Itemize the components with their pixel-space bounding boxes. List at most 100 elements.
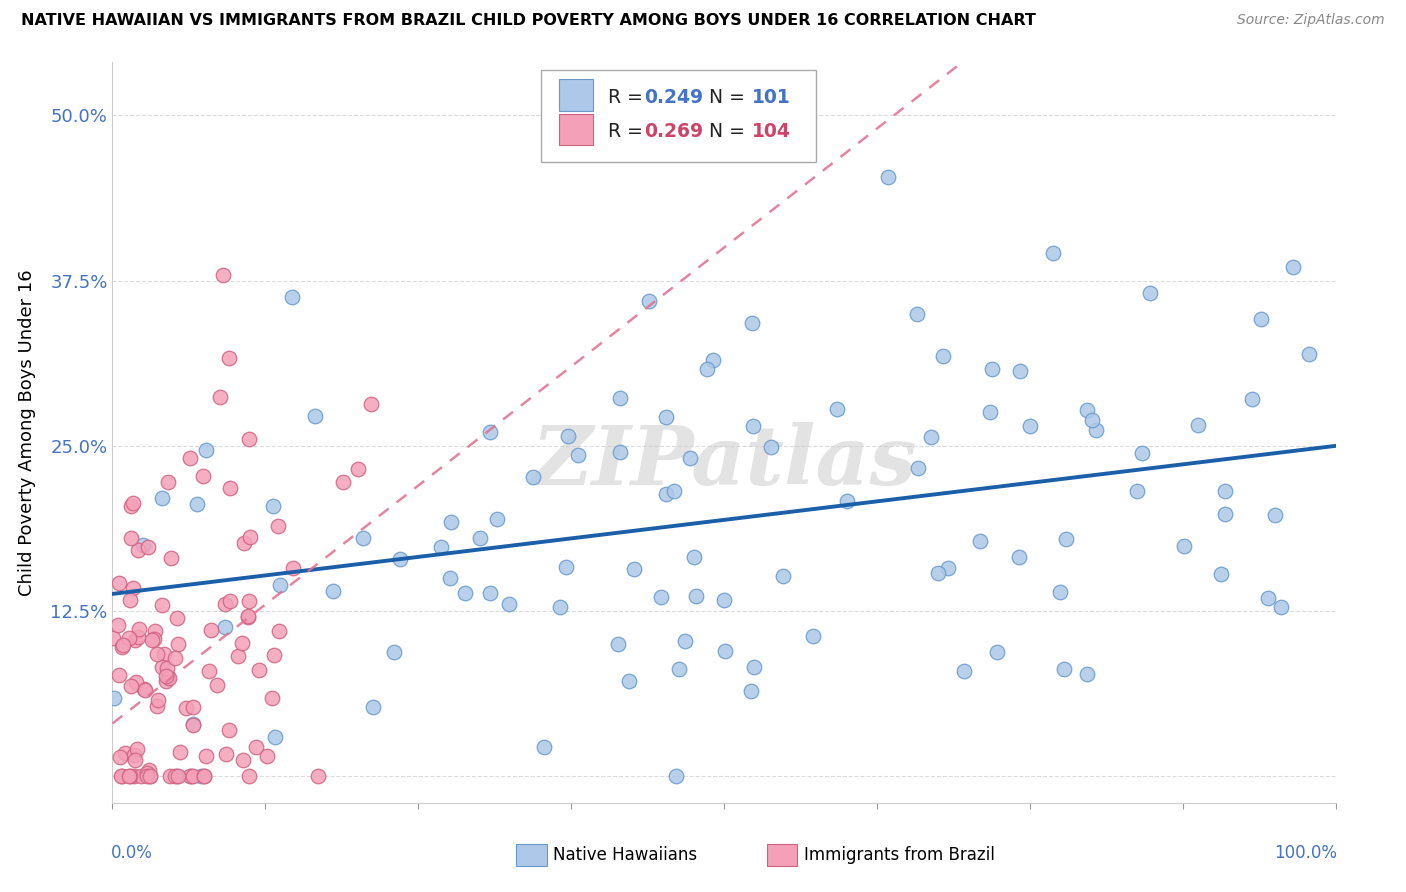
Point [111,769,134,783]
Point [1008,550,1031,565]
Point [146,647,169,661]
Text: R =: R = [607,87,648,107]
Point [218,481,240,495]
Point [654,487,676,501]
Point [714,644,737,658]
Point [986,645,1008,659]
Point [617,673,640,688]
FancyBboxPatch shape [560,79,593,111]
Point [683,549,706,564]
Point [238,432,260,446]
Point [181,699,204,714]
Point [135,769,157,783]
Point [741,316,763,330]
Text: 101: 101 [752,87,792,107]
Point [143,624,166,639]
Point [107,617,129,632]
Point [156,475,179,489]
FancyBboxPatch shape [766,844,797,866]
Point [835,493,858,508]
Point [1139,286,1161,301]
Point [150,598,173,612]
Point [214,620,236,634]
Text: Immigrants from Brazil: Immigrants from Brazil [804,846,994,863]
Point [194,443,217,458]
Point [121,679,143,693]
Point [245,739,267,754]
Point [127,542,149,557]
Y-axis label: Child Poverty Among Boys Under 16: Child Poverty Among Boys Under 16 [18,269,37,596]
Point [281,290,304,304]
Point [108,668,131,682]
Point [156,670,179,684]
Point [193,769,215,783]
Point [146,692,169,706]
Point [1019,418,1042,433]
Point [231,636,253,650]
Point [623,562,645,576]
Point [360,397,382,411]
Point [662,483,685,498]
Point [101,631,124,645]
Point [609,445,631,459]
Point [1080,413,1102,427]
Point [352,531,374,545]
Point [195,748,218,763]
Point [454,585,477,599]
Point [267,624,290,639]
Point [190,769,212,783]
Point [827,401,849,416]
Point [1042,246,1064,260]
Point [332,475,354,489]
Text: 0.249: 0.249 [644,87,704,107]
Point [1213,508,1236,522]
Point [179,450,201,465]
Point [198,664,221,678]
Point [907,461,929,475]
Point [281,560,304,574]
Point [214,597,236,611]
Point [160,550,183,565]
Point [650,590,672,604]
Point [347,462,370,476]
FancyBboxPatch shape [560,113,593,145]
Point [637,293,659,308]
Point [125,675,148,690]
Point [468,531,491,545]
Point [200,623,222,637]
Point [108,575,131,590]
Point [118,769,141,783]
Point [485,512,508,526]
Point [1076,667,1098,681]
Point [167,769,190,783]
Point [877,169,900,184]
Point [1213,483,1236,498]
Point [120,593,142,607]
Point [498,597,520,611]
Text: Source: ZipAtlas.com: Source: ZipAtlas.com [1237,13,1385,28]
Point [655,409,678,424]
Point [1250,312,1272,326]
Point [218,351,240,366]
Point [308,769,330,783]
Point [181,718,204,732]
Point [702,352,724,367]
Point [174,700,197,714]
Point [1187,418,1209,433]
Point [114,747,136,761]
Point [1282,260,1305,274]
Point [118,631,141,645]
Point [1053,662,1076,676]
Point [1173,539,1195,553]
Point [609,391,631,405]
Point [1126,484,1149,499]
Point [772,569,794,583]
Point [183,769,205,783]
Point [389,551,412,566]
Point [138,540,160,554]
Point [1084,423,1107,437]
Point [927,566,949,581]
Point [685,589,707,603]
Point [236,609,259,624]
Point [132,538,155,552]
